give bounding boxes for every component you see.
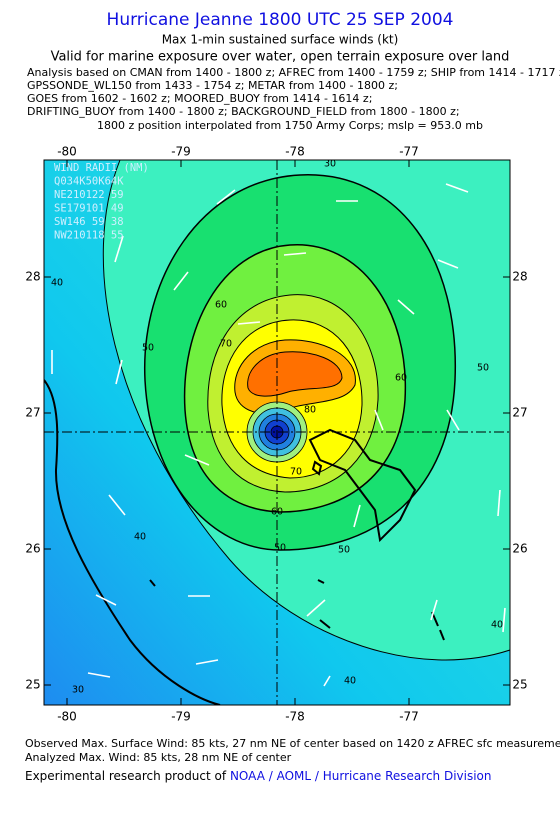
credit-link[interactable]: NOAA / AOML / Hurricane Research Divisio… [230, 769, 492, 783]
lon-label: -79 [171, 710, 191, 724]
credit-text: Experimental research product of [25, 769, 227, 783]
lat-label: 27 [25, 406, 40, 420]
contour-label: 50 [338, 545, 350, 556]
map-frame [43, 159, 511, 706]
wind-arrows [51, 183, 506, 687]
analysis-line: GPSSONDE_WL150 from 1433 - 1754 z; METAR… [27, 79, 398, 92]
subtitle: Max 1-min sustained surface winds (kt) [162, 33, 399, 47]
contour-label: 80 [304, 405, 316, 416]
lon-label: -78 [285, 145, 305, 159]
lon-label: -80 [57, 710, 77, 724]
wind-radii-line: SE179101 49 [54, 203, 124, 215]
contour-label: 60 [271, 507, 283, 518]
contour-label: 50 [274, 543, 286, 554]
graticule-ticks: -80 -80 -79 -79 -78 -78 -77 -77 28 28 27 27 26 26 25 25 [25, 145, 527, 724]
lon-label: -77 [399, 145, 419, 159]
map-field [44, 160, 510, 705]
analysis-line: Analysis based on CMAN from 1400 - 1800 … [27, 66, 560, 79]
position-note: 1800 z position interpolated from 1750 A… [97, 119, 483, 132]
title: Hurricane Jeanne 1800 UTC 25 SEP 2004 [107, 10, 454, 30]
observed-wind: Observed Max. Surface Wind: 85 kts, 27 n… [25, 737, 560, 750]
contour-label: 60 [395, 373, 407, 384]
lon-label: -77 [399, 710, 419, 724]
wind-radii-line: SW146 59 38 [54, 216, 124, 228]
lat-label: 28 [25, 270, 40, 284]
contour-label: 30 [72, 685, 84, 696]
lon-label: -79 [171, 145, 191, 159]
lon-label: -78 [285, 710, 305, 724]
analysis-line: GOES from 1602 - 1602 z; MOORED_BUOY fro… [27, 92, 372, 105]
contour-label: 40 [491, 620, 503, 631]
lon-label: -80 [57, 145, 77, 159]
contour-label: 60 [215, 300, 227, 311]
credit: Experimental research product of NOAA / … [25, 769, 492, 783]
contour-label: 70 [220, 339, 232, 350]
lat-label: 28 [512, 270, 527, 284]
contour-label: 50 [477, 363, 489, 374]
lat-label: 26 [512, 542, 527, 556]
wind-radii-line: NE210122 59 [54, 189, 124, 201]
lat-label: 25 [512, 678, 527, 692]
contour-label: 40 [344, 676, 356, 687]
contour-label: 70 [290, 467, 302, 478]
contour-label: 50 [142, 343, 154, 354]
wind-radii-line: WIND RADII (NM) [54, 162, 149, 174]
lat-label: 27 [512, 406, 527, 420]
contour-labels: 40 50 60 70 60 50 80 70 60 50 50 40 40 40 30 30 [51, 159, 503, 696]
wind-radii-line: NW210118 55 [54, 230, 124, 242]
contour-label: 30 [324, 159, 336, 170]
lat-label: 26 [25, 542, 40, 556]
lat-label: 25 [25, 678, 40, 692]
validity: Valid for marine exposure over water, op… [51, 50, 510, 65]
wind-radii-line: Q034K50K64K [54, 176, 124, 188]
analysis-line: DRIFTING_BUOY from 1400 - 1800 z; BACKGR… [27, 105, 460, 118]
analyzed-wind: Analyzed Max. Wind: 85 kts, 28 nm NE of … [25, 751, 292, 764]
band-80 [247, 351, 343, 397]
contour-label: 40 [51, 278, 63, 289]
contour-label: 40 [134, 532, 146, 543]
coastline [44, 379, 445, 705]
